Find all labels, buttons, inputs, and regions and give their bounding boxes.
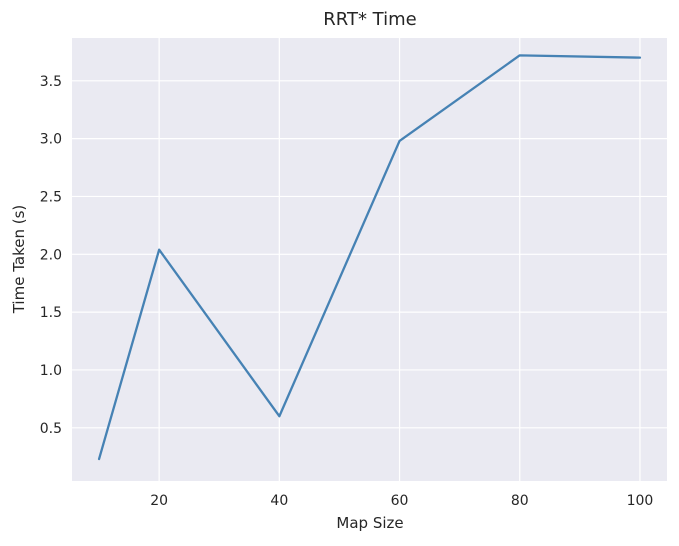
x-axis-label: Map Size	[336, 514, 403, 532]
y-axis-label: Time Taken (s)	[10, 205, 28, 315]
plot-area	[72, 38, 667, 481]
x-tick-label: 60	[391, 493, 409, 509]
series-line	[97, 54, 642, 461]
y-axis-ticks: 0.5 1.0 1.5 2.0 2.5 3.0 3.5	[40, 74, 62, 437]
y-tick-label: 0.5	[40, 421, 62, 437]
y-tick-label: 1.0	[40, 363, 62, 379]
series-layer	[97, 54, 642, 461]
x-tick-label: 40	[270, 493, 288, 509]
y-tick-label: 3.0	[40, 132, 62, 148]
y-tick-label: 3.5	[40, 74, 62, 90]
x-tick-label: 100	[627, 493, 654, 509]
chart-title: RRT* Time	[323, 9, 416, 30]
grid-lines	[72, 38, 667, 481]
y-tick-label: 2.0	[40, 247, 62, 263]
x-axis-ticks: 20 40 60 80 100	[150, 493, 653, 509]
y-tick-label: 1.5	[40, 305, 62, 321]
y-tick-label: 2.5	[40, 189, 62, 205]
x-tick-label: 20	[150, 493, 168, 509]
x-tick-label: 80	[511, 493, 529, 509]
